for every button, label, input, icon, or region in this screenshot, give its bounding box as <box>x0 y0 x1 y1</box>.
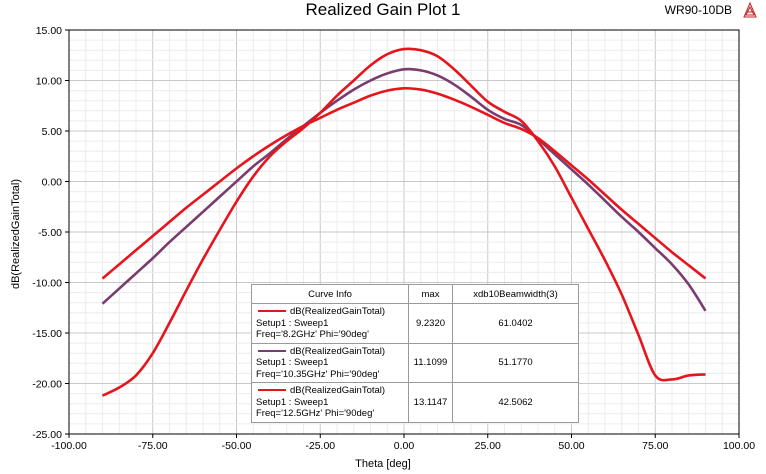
legend-table: Curve Info max xdb10Beamwidth(3) dB(Real… <box>251 284 579 423</box>
design-name-label: WR90-10DB <box>664 3 732 17</box>
y-axis-label: dB(RealizedGainTotal) <box>10 178 22 290</box>
legend-swatch-icon <box>258 389 286 392</box>
y-tick-label: -15.00 <box>32 328 62 340</box>
legend-swatch-icon <box>258 349 286 352</box>
series-line-2 <box>101 67 707 312</box>
x-tick-label: 75.00 <box>642 440 668 452</box>
series-line-1 <box>101 86 707 280</box>
legend-curve-info: dB(RealizedGainTotal) Setup1 : Sweep1 Fr… <box>251 303 409 344</box>
legend-header-beamwidth: xdb10Beamwidth(3) <box>452 284 579 304</box>
y-tick-label: -20.00 <box>32 379 62 391</box>
legend-max-value: 11.1099 <box>408 342 453 383</box>
x-tick-label: 25.00 <box>475 440 501 452</box>
x-tick-label: -25.00 <box>305 440 335 452</box>
legend-curve-name: dB(RealizedGainTotal) <box>290 306 386 317</box>
x-tick-label: -75.00 <box>138 440 168 452</box>
legend-max-value: 9.2320 <box>408 303 453 344</box>
legend-header-row: Curve Info max xdb10Beamwidth(3) <box>251 284 579 304</box>
x-axis-label: Theta [deg] <box>355 458 411 470</box>
legend-curve-info: dB(RealizedGainTotal) Setup1 : Sweep1 Fr… <box>251 382 409 423</box>
legend-header-max: max <box>408 284 453 304</box>
legend-freq: Freq='10.35GHz' Phi='90deg' <box>256 368 380 380</box>
y-tick-label: -10.00 <box>32 278 62 290</box>
legend-setup: Setup1 : Sweep1 <box>256 396 329 408</box>
legend-row[interactable]: dB(RealizedGainTotal) Setup1 : Sweep1 Fr… <box>251 303 579 344</box>
legend-swatch-icon <box>258 310 286 313</box>
legend-freq: Freq='8.2GHz' Phi='90deg' <box>256 329 369 340</box>
series-line-3 <box>101 47 706 397</box>
legend-beamwidth-value: 42.5062 <box>452 382 579 423</box>
x-tick-label: 50.00 <box>558 440 584 452</box>
legend-max-value: 13.1147 <box>408 382 453 423</box>
y-tick-label: 15.00 <box>36 25 62 37</box>
legend-row[interactable]: dB(RealizedGainTotal) Setup1 : Sweep1 Fr… <box>251 342 579 383</box>
y-tick-label: -25.00 <box>32 429 62 441</box>
legend-curve-info: dB(RealizedGainTotal) Setup1 : Sweep1 Fr… <box>251 342 409 383</box>
y-tick-label: -5.00 <box>38 227 62 239</box>
ansys-logo-icon <box>743 2 757 18</box>
legend-beamwidth-value: 51.1770 <box>452 342 579 383</box>
legend-curve-name: dB(RealizedGainTotal) <box>290 385 386 396</box>
y-tick-label: 5.00 <box>42 126 63 138</box>
x-tick-label: -100.00 <box>51 440 87 452</box>
legend-header-curve-info: Curve Info <box>251 284 409 304</box>
x-tick-label: -50.00 <box>222 440 252 452</box>
x-tick-label: 100.00 <box>723 440 755 452</box>
y-tick-label: 0.00 <box>42 177 63 189</box>
legend-row[interactable]: dB(RealizedGainTotal) Setup1 : Sweep1 Fr… <box>251 382 579 423</box>
legend-setup: Setup1 : Sweep1 <box>256 317 329 329</box>
legend-curve-name: dB(RealizedGainTotal) <box>290 345 386 357</box>
chart-title: Realized Gain Plot 1 <box>305 0 461 19</box>
legend-beamwidth-value: 61.0402 <box>452 303 579 344</box>
legend-setup: Setup1 : Sweep1 <box>256 357 329 368</box>
y-tick-label: 10.00 <box>36 76 62 88</box>
legend-freq: Freq='12.5GHz' Phi='90deg' <box>256 408 375 419</box>
x-tick-label: 0.00 <box>394 440 415 452</box>
